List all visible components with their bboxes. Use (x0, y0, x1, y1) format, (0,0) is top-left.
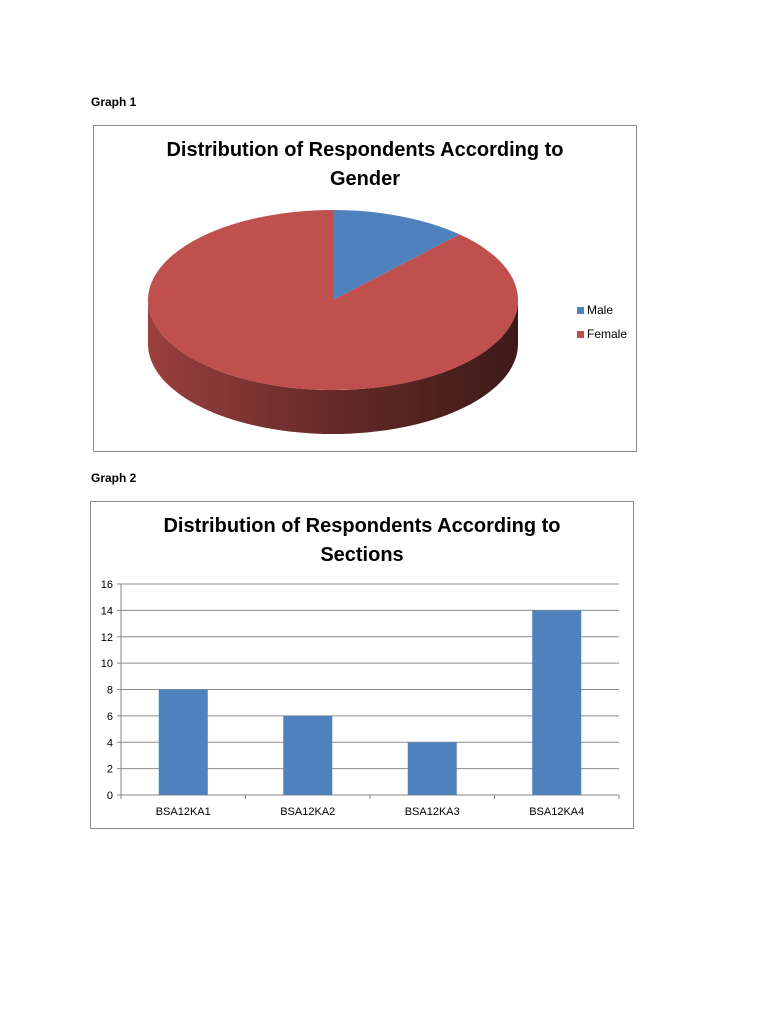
bar-bsa12ka2 (283, 715, 333, 795)
pie-slice-female (147, 210, 518, 390)
y-tick-label: 12 (101, 632, 113, 644)
legend-label-male: Male (587, 303, 613, 317)
y-tick-label: 10 (101, 658, 113, 670)
bar-chart-svg: 0 2 4 6 8 10 12 14 16 BSA12KA1 BSA12KA2 BSA12KA3 BSA… (101, 579, 620, 818)
y-tick-label: 6 (107, 711, 113, 723)
x-tick-label: BSA12KA4 (529, 806, 584, 818)
y-tick-label: 4 (107, 737, 113, 749)
bar-bsa12ka3 (407, 742, 457, 795)
x-tick-label: BSA12KA1 (156, 806, 211, 818)
x-tick-label: BSA12KA2 (280, 806, 335, 818)
graph-2-label: Graph 2 (91, 471, 137, 485)
pie-side-female (148, 300, 518, 434)
gender-pie-chart: Distribution of Respondents According to… (93, 125, 637, 452)
pie-chart-svg: Male Female (147, 210, 627, 434)
x-tick-label: BSA12KA3 (405, 806, 460, 818)
y-tick-label: 8 (107, 685, 113, 697)
y-tick-label: 16 (101, 579, 113, 591)
pie-slice-male (333, 210, 460, 300)
bar-bsa12ka4 (532, 610, 582, 795)
y-tick-label: 14 (101, 605, 113, 617)
legend-swatch-male (577, 307, 584, 314)
legend-label-female: Female (587, 327, 627, 341)
graph-1-label: Graph 1 (91, 95, 137, 109)
y-tick-label: 0 (107, 790, 113, 802)
legend-swatch-female (577, 331, 584, 338)
chart-title: Distribution of Respondents According to… (163, 515, 561, 566)
sections-bar-chart: Distribution of Respondents According to… (90, 501, 634, 829)
y-tick-label: 2 (107, 764, 113, 776)
chart-title: Distribution of Respondents According to… (166, 139, 564, 190)
bar-bsa12ka1 (158, 689, 208, 795)
